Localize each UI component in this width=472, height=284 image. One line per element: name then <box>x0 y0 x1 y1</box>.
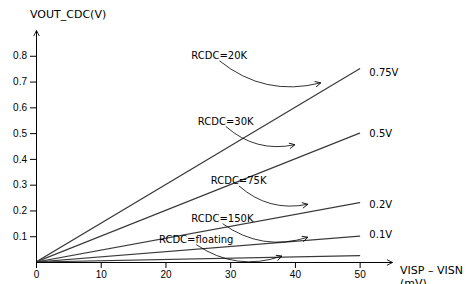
x-axis-line <box>37 262 393 263</box>
tick-mark <box>30 82 36 83</box>
annotation: RCDC=150K <box>191 213 254 224</box>
tick-mark <box>30 236 36 237</box>
x-axis-label: VISP – VISN(mV) <box>400 264 463 284</box>
tick: 0.8 <box>13 50 36 61</box>
series-line <box>36 203 360 262</box>
tick: 20 <box>160 262 172 280</box>
tick: 10 <box>96 262 108 280</box>
tick-label: 10 <box>96 269 108 280</box>
annotation-arrow <box>226 127 295 147</box>
lines <box>36 69 360 262</box>
tick-mark <box>295 262 296 268</box>
y-axis-label: VOUT_CDC(V) <box>30 8 106 21</box>
annotation: RCDC=floating <box>159 234 233 245</box>
tick: 0 <box>34 262 40 280</box>
annotations: RCDC=20K 0.75V RCDC=30K 0.5V RCDC=75K 0.2V RCD… <box>159 50 399 262</box>
tick-mark <box>30 107 36 108</box>
tick-mark <box>165 262 166 268</box>
tick-label: 0.8 <box>13 50 27 61</box>
annotation: RCDC=75K <box>211 175 267 186</box>
y-axis: 0.1 0.2 0.3 0.4 0.5 0.6 0.7 0.8 <box>13 31 36 263</box>
series-line <box>36 69 360 262</box>
annotation: 0.1V <box>369 229 392 240</box>
tick-mark <box>30 185 36 186</box>
tick: 30 <box>225 262 237 280</box>
tick-mark <box>30 133 36 134</box>
x-axis-label-line: (mV) <box>400 277 427 284</box>
tick-label: 0.2 <box>13 205 27 216</box>
tick: 50 <box>355 262 367 280</box>
tick-label: 0.4 <box>13 154 27 165</box>
tick-label: 30 <box>225 269 237 280</box>
tick-label: 0.1 <box>13 231 27 242</box>
tick-label: 50 <box>355 269 367 280</box>
tick-label: 40 <box>290 269 302 280</box>
annotation: RCDC=20K <box>191 50 247 61</box>
tick-label: 0.7 <box>13 76 27 87</box>
tick: 0.6 <box>13 102 36 113</box>
tick: 40 <box>290 262 302 280</box>
tick: 0.1 <box>13 231 36 242</box>
tick-mark <box>230 262 231 268</box>
chart: 0 10 20 30 40 50 0.1 0.2 0.3 0.4 0.5 0.6 0.7 0.8 VOUT_… <box>0 0 472 284</box>
annotation: 0.75V <box>369 67 398 78</box>
y-axis-line <box>36 31 37 263</box>
annotation-arrow <box>239 186 308 206</box>
annotation-arrow <box>223 224 308 243</box>
tick-label: 0.3 <box>13 179 27 190</box>
tick: 0.7 <box>13 76 36 87</box>
tick-mark <box>30 56 36 57</box>
tick-mark <box>36 262 37 268</box>
tick-label: 0.5 <box>13 128 27 139</box>
annotation-arrow <box>219 61 320 87</box>
annotation: 0.5V <box>369 128 392 139</box>
tick-mark <box>360 262 361 268</box>
tick-mark <box>30 159 36 160</box>
series-line <box>36 256 360 262</box>
tick-label: 0 <box>34 269 40 280</box>
x-axis: 0 10 20 30 40 50 <box>34 262 393 280</box>
series-line <box>36 133 360 262</box>
tick: 0.2 <box>13 205 36 216</box>
tick-mark <box>101 262 102 268</box>
tick-label: 20 <box>160 269 172 280</box>
tick: 0.4 <box>13 154 36 165</box>
x-axis-label-line: VISP – VISN <box>400 264 463 277</box>
tick-mark <box>30 210 36 211</box>
annotation-arrow <box>196 245 282 262</box>
tick: 0.5 <box>13 128 36 139</box>
tick: 0.3 <box>13 179 36 190</box>
annotation: 0.2V <box>369 199 392 210</box>
annotation: RCDC=30K <box>198 116 254 127</box>
tick-label: 0.6 <box>13 102 27 113</box>
